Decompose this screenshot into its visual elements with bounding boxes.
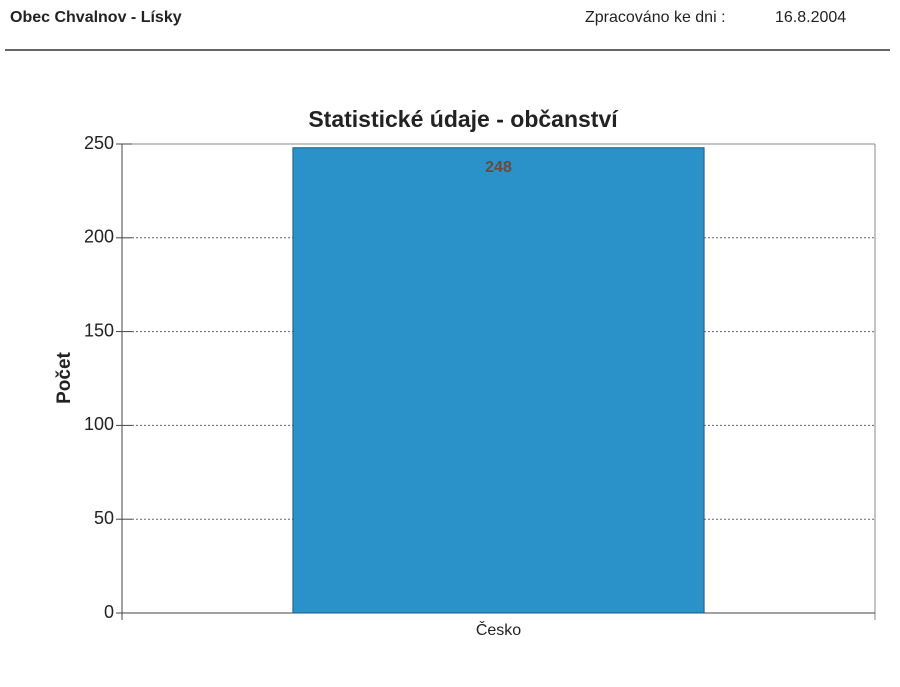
date-label: Zpracováno ke dni :	[585, 9, 726, 26]
y-axis-label: Počet	[54, 351, 75, 403]
y-tick-label: 150	[84, 320, 114, 340]
y-tick-label: 250	[84, 133, 114, 153]
y-tick-label: 100	[84, 414, 114, 434]
date: 16.8.2004	[775, 9, 846, 26]
bar	[292, 147, 705, 614]
chart-title: Statistické údaje - občanství	[308, 106, 619, 132]
header-title: Obec Chvalnov - Lísky	[10, 9, 182, 26]
y-tick-label: 50	[94, 508, 114, 528]
y-tick-label: 0	[104, 602, 114, 622]
y-tick-label: 200	[84, 227, 114, 247]
x-tick-label: Česko	[476, 620, 521, 639]
data-label: 248	[485, 159, 512, 176]
